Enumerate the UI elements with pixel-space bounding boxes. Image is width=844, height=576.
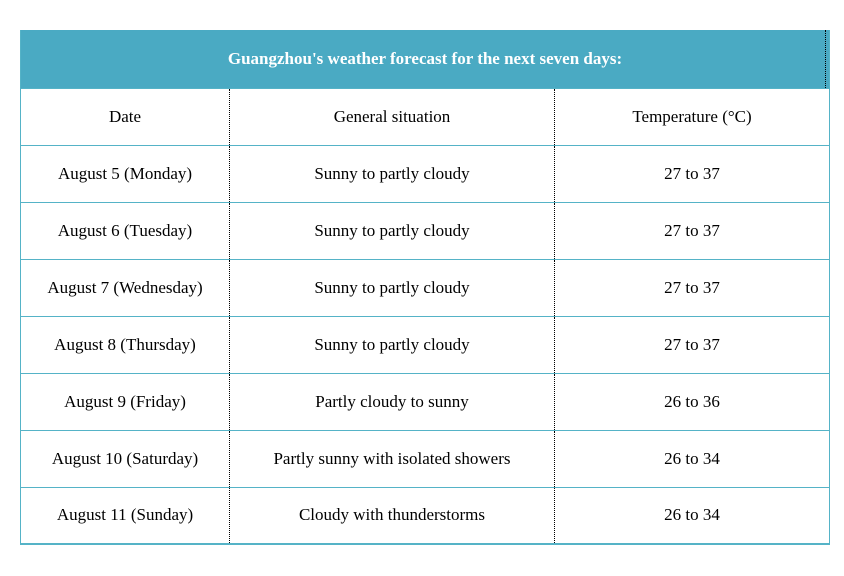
date-cell: August 5 (Monday)	[20, 144, 230, 202]
situation-cell: Partly sunny with isolated showers	[229, 429, 555, 487]
column-header-row: Date General situation Temperature (°C)	[20, 87, 830, 145]
date-cell: August 9 (Friday)	[20, 372, 230, 430]
temperature-cell: 27 to 37	[553, 315, 830, 373]
column-header-date: Date	[20, 87, 230, 145]
table-row: August 6 (Tuesday) Sunny to partly cloud…	[20, 201, 830, 259]
table-row: August 8 (Thursday) Sunny to partly clou…	[20, 315, 830, 373]
title-row: Guangzhou's weather forecast for the nex…	[20, 30, 830, 88]
weather-forecast-table: Guangzhou's weather forecast for the nex…	[20, 30, 831, 545]
column-header-temperature: Temperature (°C)	[553, 87, 830, 145]
forecast-table-container: Guangzhou's weather forecast for the nex…	[20, 30, 831, 545]
date-cell: August 6 (Tuesday)	[20, 201, 230, 259]
date-cell: August 10 (Saturday)	[20, 429, 230, 487]
table-row: August 5 (Monday) Sunny to partly cloudy…	[20, 144, 830, 202]
temperature-cell: 26 to 34	[553, 429, 830, 487]
temperature-cell: 27 to 37	[553, 201, 830, 259]
date-cell: August 8 (Thursday)	[20, 315, 230, 373]
temperature-cell: 26 to 36	[553, 372, 830, 430]
date-cell: August 11 (Sunday)	[20, 486, 230, 544]
temperature-cell: 27 to 37	[553, 144, 830, 202]
temperature-cell: 26 to 34	[553, 486, 830, 544]
temperature-cell: 27 to 37	[553, 258, 830, 316]
situation-cell: Cloudy with thunderstorms	[229, 486, 555, 544]
table-row: August 7 (Wednesday) Sunny to partly clo…	[20, 258, 830, 316]
table-row: August 10 (Saturday) Partly sunny with i…	[20, 429, 830, 487]
table-title: Guangzhou's weather forecast for the nex…	[20, 30, 830, 88]
column-header-general-situation: General situation	[229, 87, 555, 145]
situation-cell: Partly cloudy to sunny	[229, 372, 555, 430]
situation-cell: Sunny to partly cloudy	[229, 315, 555, 373]
situation-cell: Sunny to partly cloudy	[229, 201, 555, 259]
table-row: August 9 (Friday) Partly cloudy to sunny…	[20, 372, 830, 430]
date-cell: August 7 (Wednesday)	[20, 258, 230, 316]
situation-cell: Sunny to partly cloudy	[229, 258, 555, 316]
table-row: August 11 (Sunday) Cloudy with thunderst…	[20, 486, 830, 544]
situation-cell: Sunny to partly cloudy	[229, 144, 555, 202]
